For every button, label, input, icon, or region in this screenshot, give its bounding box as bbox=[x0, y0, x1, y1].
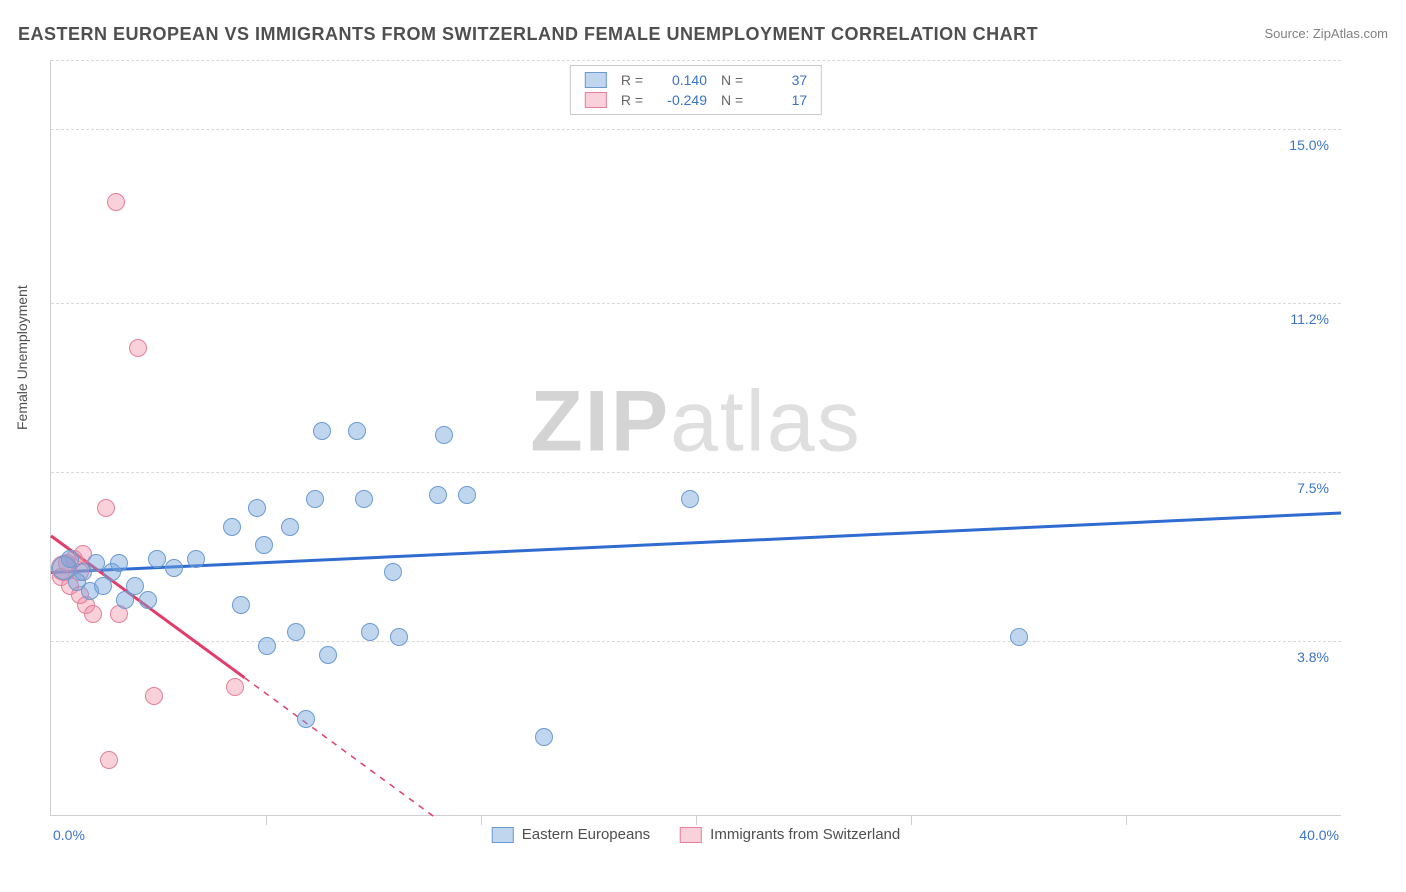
y-axis-label: Female Unemployment bbox=[14, 285, 30, 430]
legend-series: Eastern Europeans Immigrants from Switze… bbox=[492, 826, 900, 843]
data-point bbox=[458, 486, 476, 504]
y-tick-label: 7.5% bbox=[1297, 480, 1329, 496]
data-point bbox=[107, 193, 125, 211]
n-value-pink: 17 bbox=[753, 92, 807, 108]
data-point bbox=[187, 550, 205, 568]
data-point bbox=[681, 490, 699, 508]
data-point bbox=[319, 646, 337, 664]
data-point bbox=[306, 490, 324, 508]
y-tick-label: 15.0% bbox=[1289, 137, 1329, 153]
data-point bbox=[361, 623, 379, 641]
data-point bbox=[87, 554, 105, 572]
data-point bbox=[110, 554, 128, 572]
x-tick bbox=[1126, 815, 1127, 825]
y-tick-label: 3.8% bbox=[1297, 649, 1329, 665]
data-point bbox=[165, 559, 183, 577]
data-point bbox=[348, 422, 366, 440]
data-point bbox=[355, 490, 373, 508]
data-point bbox=[287, 623, 305, 641]
data-point bbox=[139, 591, 157, 609]
x-tick bbox=[696, 815, 697, 825]
x-min-label: 0.0% bbox=[53, 827, 85, 843]
legend-correlation: R = 0.140 N = 37 R = -0.249 N = 17 bbox=[570, 65, 822, 115]
legend-item-blue: Eastern Europeans bbox=[492, 826, 650, 843]
data-point bbox=[255, 536, 273, 554]
x-tick bbox=[911, 815, 912, 825]
chart-plot-area: ZIPatlas R = 0.140 N = 37 R = -0.249 N = bbox=[50, 60, 1341, 816]
x-tick bbox=[481, 815, 482, 825]
n-label: N = bbox=[721, 72, 743, 88]
legend-row-blue: R = 0.140 N = 37 bbox=[571, 70, 821, 90]
x-max-label: 40.0% bbox=[1299, 827, 1339, 843]
data-point bbox=[232, 596, 250, 614]
data-point bbox=[258, 637, 276, 655]
source-label: Source: ZipAtlas.com bbox=[1264, 26, 1388, 41]
data-point bbox=[226, 678, 244, 696]
data-point bbox=[129, 339, 147, 357]
y-tick-label: 11.2% bbox=[1290, 311, 1329, 327]
data-point bbox=[535, 728, 553, 746]
legend-label-pink: Immigrants from Switzerland bbox=[710, 826, 900, 843]
legend-swatch-blue bbox=[585, 72, 607, 88]
chart-title: EASTERN EUROPEAN VS IMMIGRANTS FROM SWIT… bbox=[18, 24, 1038, 45]
data-point bbox=[148, 550, 166, 568]
legend-row-pink: R = -0.249 N = 17 bbox=[571, 90, 821, 110]
legend-swatch-pink bbox=[585, 92, 607, 108]
data-point bbox=[1010, 628, 1028, 646]
legend-swatch-pink-2 bbox=[680, 827, 702, 843]
r-value-pink: -0.249 bbox=[653, 92, 707, 108]
x-tick bbox=[266, 815, 267, 825]
r-value-blue: 0.140 bbox=[653, 72, 707, 88]
data-point bbox=[390, 628, 408, 646]
data-point bbox=[100, 751, 118, 769]
data-point bbox=[384, 563, 402, 581]
data-point bbox=[435, 426, 453, 444]
data-point bbox=[145, 687, 163, 705]
r-label: R = bbox=[621, 72, 643, 88]
data-point bbox=[313, 422, 331, 440]
data-point bbox=[97, 499, 115, 517]
n-value-blue: 37 bbox=[753, 72, 807, 88]
scatter-points bbox=[51, 60, 1341, 815]
data-point bbox=[223, 518, 241, 536]
data-point bbox=[84, 605, 102, 623]
legend-item-pink: Immigrants from Switzerland bbox=[680, 826, 900, 843]
legend-label-blue: Eastern Europeans bbox=[522, 826, 650, 843]
legend-swatch-blue-2 bbox=[492, 827, 514, 843]
data-point bbox=[281, 518, 299, 536]
data-point bbox=[248, 499, 266, 517]
n-label-2: N = bbox=[721, 92, 743, 108]
data-point bbox=[297, 710, 315, 728]
r-label-2: R = bbox=[621, 92, 643, 108]
data-point bbox=[429, 486, 447, 504]
